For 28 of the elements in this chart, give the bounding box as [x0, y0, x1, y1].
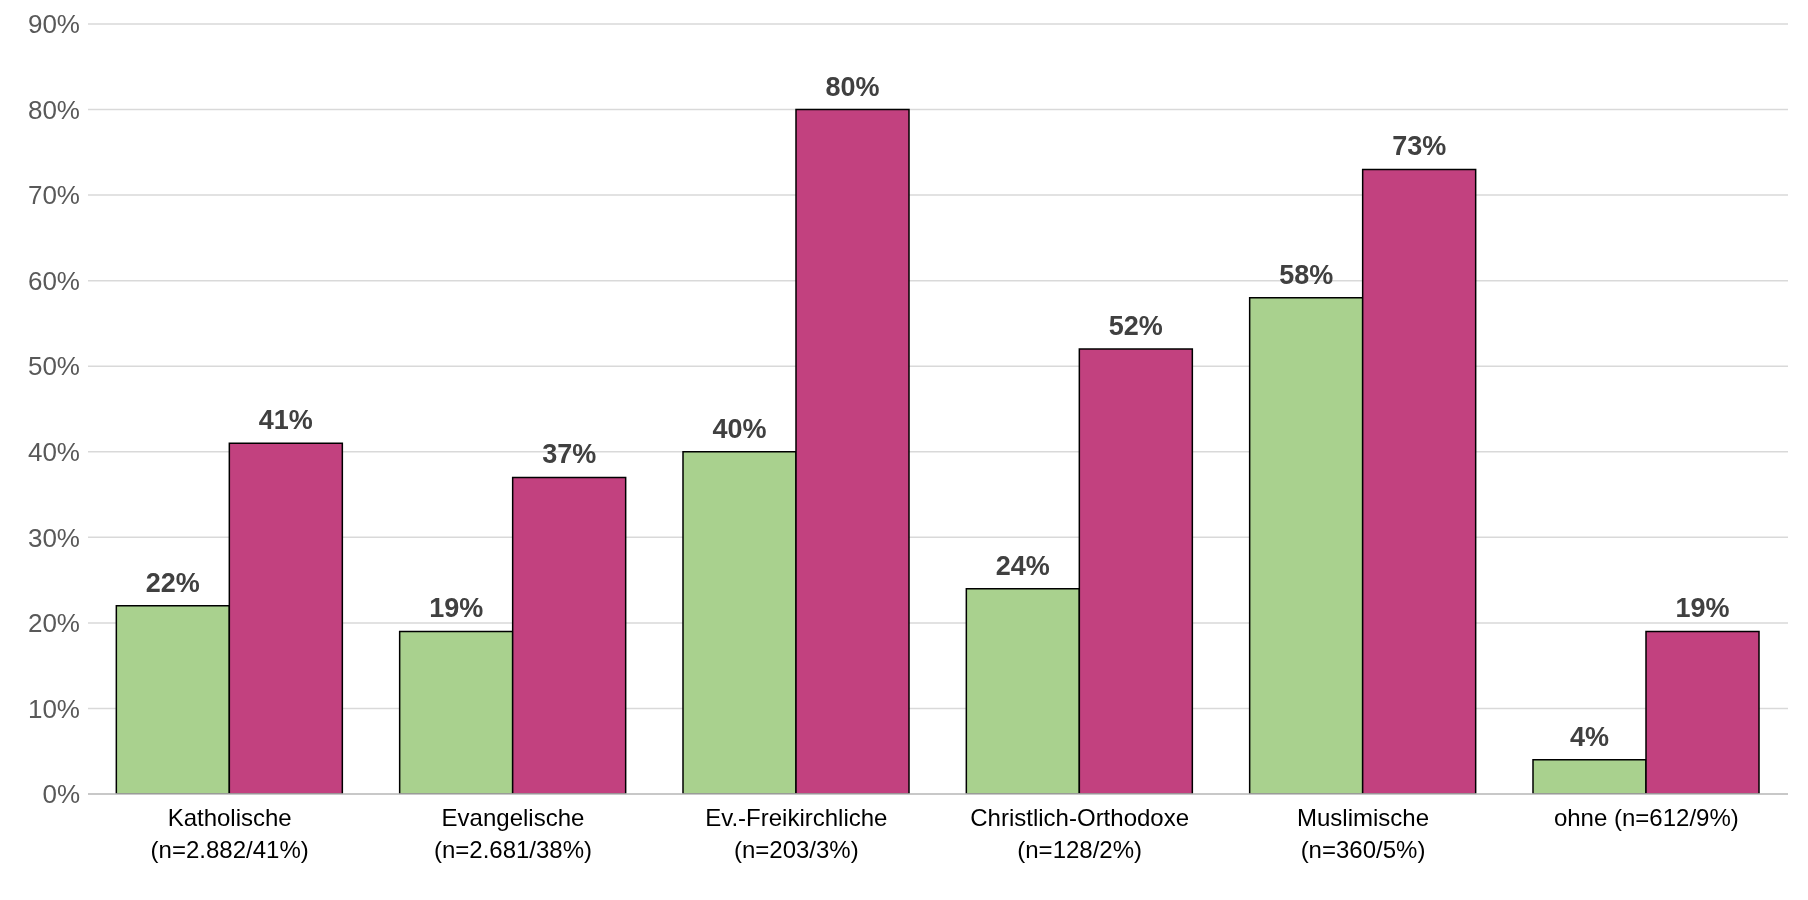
data-label: 41% [258, 405, 313, 436]
y-tick-label: 80% [27, 94, 80, 125]
x-tick-label: Katholische (n=2.882/41%) [150, 804, 309, 863]
data-label: 52% [1108, 311, 1163, 342]
y-tick-label: 40% [27, 437, 80, 468]
x-tick-label: Muslimische (n=360/5%) [1296, 804, 1430, 863]
data-label: 58% [1279, 259, 1334, 290]
y-tick-label: 60% [27, 265, 80, 296]
y-tick-label: 90% [27, 9, 80, 40]
data-label: 80% [825, 71, 880, 102]
data-label: 73% [1392, 131, 1447, 162]
data-label: 4% [1569, 721, 1610, 752]
y-tick-label: 10% [27, 693, 80, 724]
x-tick-label: Ev.-Freikirchliche (n=203/3%) [705, 804, 888, 863]
x-tick-label: Evangelische (n=2.681/38%) [433, 804, 593, 863]
y-tick-label: 20% [27, 608, 80, 639]
data-label: 19% [1675, 593, 1730, 624]
data-label: 22% [145, 567, 200, 598]
y-tick-label: 0% [42, 779, 80, 810]
data-label: 37% [542, 439, 597, 470]
x-tick-label: ohne (n=612/9%) [1553, 804, 1739, 831]
y-tick-label: 70% [27, 180, 80, 211]
y-tick-label: 30% [27, 522, 80, 553]
x-tick-label: Christlich-Orthodoxe (n=128/2%) [970, 804, 1190, 863]
data-label: 19% [429, 593, 484, 624]
y-tick-label: 50% [27, 351, 80, 382]
data-label: 40% [712, 413, 767, 444]
data-label: 24% [995, 550, 1050, 581]
